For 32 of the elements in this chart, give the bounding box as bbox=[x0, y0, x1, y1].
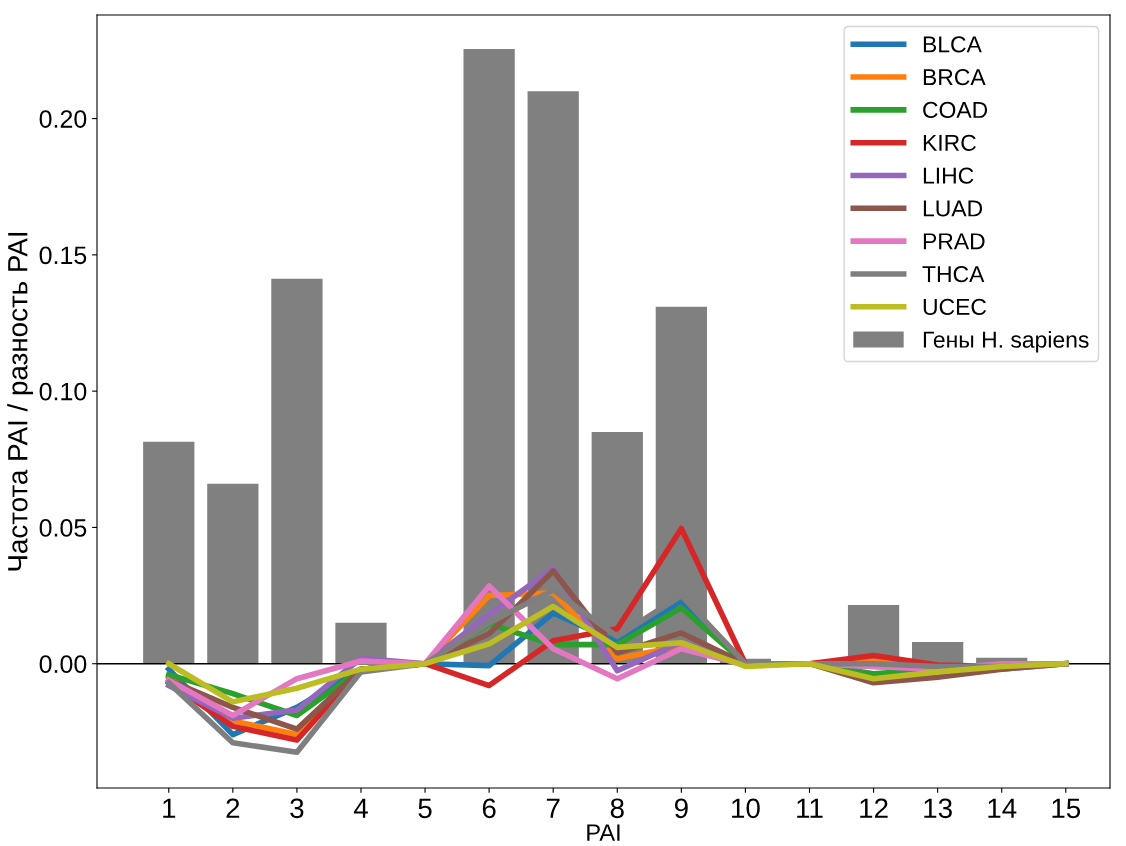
x-tick-label: 11 bbox=[797, 798, 823, 818]
legend-label: UCEC bbox=[923, 298, 987, 316]
y-tick-label: 0.15 bbox=[39, 246, 87, 265]
x-tick-label: 4 bbox=[353, 798, 368, 818]
legend-label: KIRC bbox=[923, 134, 976, 151]
legend-label: LIHC bbox=[923, 167, 974, 184]
legend-label: THCA bbox=[922, 265, 985, 283]
legend-label: PRAD bbox=[923, 233, 985, 250]
x-tick-label: 3 bbox=[290, 798, 304, 819]
x-axis-title: PAI bbox=[587, 824, 620, 841]
y-tick-label: 0.20 bbox=[39, 110, 87, 128]
y-tick-label: 0.05 bbox=[39, 519, 87, 537]
x-tick-label: 13 bbox=[924, 798, 952, 819]
legend-label: BLCA bbox=[923, 36, 982, 53]
legend-label: COAD bbox=[923, 101, 988, 119]
x-tick-label: 2 bbox=[226, 798, 240, 818]
y-tick-label: 0.00 bbox=[39, 655, 87, 674]
x-tick-label: 9 bbox=[674, 798, 688, 819]
x-tick-label: 5 bbox=[418, 798, 432, 819]
x-tick-label: 8 bbox=[610, 798, 624, 819]
x-tick-label: 15 bbox=[1052, 798, 1081, 819]
legend-label: BRCA bbox=[923, 69, 986, 86]
legend-label: Гены H. sapiens bbox=[923, 331, 1089, 353]
y-tick-label: 0.10 bbox=[39, 382, 87, 401]
x-tick-label: 10 bbox=[732, 798, 760, 819]
x-tick-label: 6 bbox=[482, 798, 496, 819]
y-axis-title: Частота PAI / разность PAI bbox=[7, 232, 34, 571]
x-tick-label: 1 bbox=[163, 798, 176, 818]
x-tick-label: 12 bbox=[860, 798, 888, 818]
legend-label: LUAD bbox=[923, 200, 983, 217]
x-tick-label: 14 bbox=[988, 798, 1017, 818]
x-tick-label: 7 bbox=[546, 798, 560, 818]
